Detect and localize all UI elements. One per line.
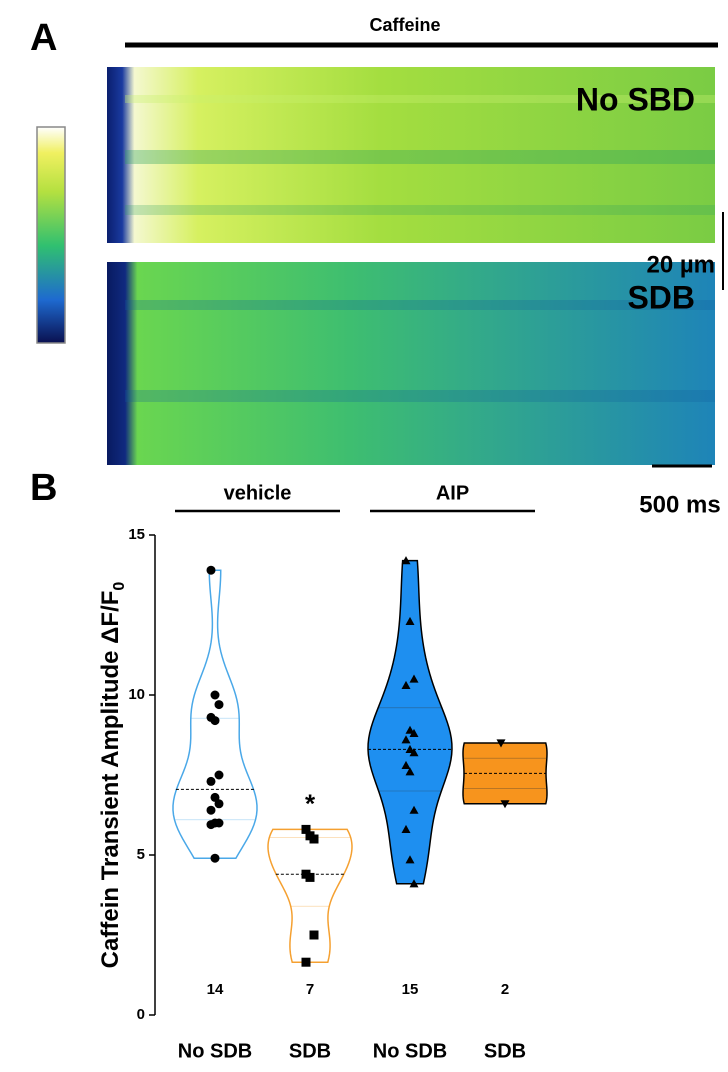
y-axis-title: Caffein Transient Amplitude ΔF/F0: [97, 582, 128, 969]
significance-mark: *: [305, 788, 316, 818]
data-point: [405, 725, 415, 734]
panel-label: A: [30, 17, 57, 59]
n-label: 15: [402, 981, 419, 998]
x-tick-label: No SDB: [178, 1040, 252, 1062]
violin: [172, 569, 258, 859]
data-point: [214, 799, 224, 809]
data-point: [409, 674, 419, 683]
data-point: [409, 879, 419, 888]
data-point: [405, 767, 415, 776]
color-bar: [36, 126, 66, 344]
panel-label: B: [30, 467, 57, 509]
treatment-label: Caffeine: [369, 15, 440, 35]
linescan-image: [107, 67, 715, 243]
y-tick-label: 0: [137, 1006, 145, 1023]
data-point: [405, 744, 415, 753]
data-point: [301, 824, 311, 834]
n-label: 7: [306, 981, 314, 998]
plot-area: 0 5 10 15 vehicle AIP 14 No SDB * 7 SDB 15 No SDB 2 SD…: [128, 482, 548, 1062]
y-axis-title-subscript: 0: [111, 582, 128, 591]
group-label: AIP: [436, 482, 469, 504]
data-point: [210, 853, 220, 863]
y-tick-label: 10: [128, 686, 145, 703]
image-stripe: [125, 150, 715, 164]
data-point: [309, 930, 319, 940]
data-point: [401, 735, 411, 744]
y-axis-title-text: Caffein Transient Amplitude ΔF/F: [97, 591, 124, 969]
data-point: [309, 834, 319, 844]
row-label: SDB: [627, 279, 695, 315]
data-point: [409, 805, 419, 814]
data-point: [409, 748, 419, 757]
data-point: [401, 680, 411, 689]
image-stripe: [125, 95, 715, 103]
data-point: [214, 818, 224, 828]
row-label: No SBD: [576, 81, 695, 117]
scale-label: 20 µm: [646, 251, 715, 278]
image-stripe: [125, 390, 715, 402]
data-point: [496, 739, 506, 748]
data-point: [206, 820, 216, 830]
y-tick-label: 15: [128, 526, 145, 543]
x-tick-label: SDB: [289, 1040, 331, 1062]
data-point: [409, 728, 419, 737]
data-point: [210, 690, 220, 700]
y-tick-label: 5: [137, 846, 145, 863]
x-tick-label: SDB: [484, 1040, 526, 1062]
violin: [267, 828, 353, 963]
data-point: [405, 855, 415, 864]
image-stripe: [125, 205, 715, 215]
data-point: [210, 792, 220, 802]
data-point: [405, 616, 415, 625]
data-point: [401, 824, 411, 833]
data-point: [401, 760, 411, 769]
data-point: [206, 776, 216, 786]
data-point: [214, 700, 224, 710]
data-point: [500, 800, 510, 809]
x-tick-label: No SDB: [373, 1040, 447, 1062]
group-label: vehicle: [224, 482, 292, 504]
linescan-image: [107, 262, 715, 465]
data-point: [301, 957, 311, 967]
violin: [367, 559, 453, 885]
data-point: [206, 565, 216, 575]
data-point: [305, 872, 315, 882]
data-point: [401, 556, 411, 565]
n-label: 2: [501, 981, 509, 998]
image-stripe: [125, 300, 715, 310]
data-point: [214, 770, 224, 780]
data-point: [206, 805, 216, 815]
scale-label: 500 ms: [639, 491, 720, 518]
n-label: 14: [207, 981, 224, 998]
data-point: [210, 716, 220, 726]
